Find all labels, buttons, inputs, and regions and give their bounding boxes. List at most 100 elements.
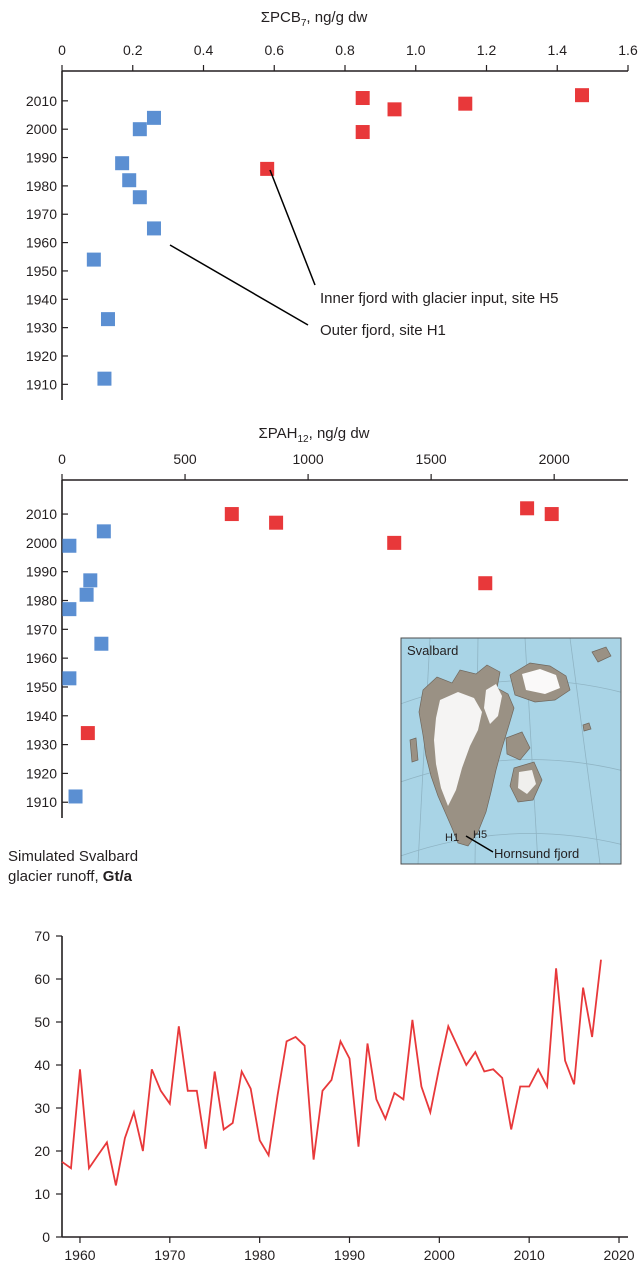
pcb-point-site-h1: [146, 110, 161, 125]
pah-point-site-h1: [94, 636, 109, 651]
map-label-h1: H1: [445, 832, 459, 844]
pah-y-tick-label: 1960: [26, 650, 57, 666]
map-ice-spitsbergen-north: [484, 684, 502, 724]
map-label-hornsund: Hornsund fjord: [494, 846, 579, 861]
pcb-x-tick-label: 1.2: [477, 42, 497, 58]
runoff-x-tick-label: 1970: [154, 1247, 185, 1263]
pcb-annotation-outer: Outer fjord, site H1: [320, 322, 446, 339]
pcb-point-site-h5: [575, 88, 590, 103]
pcb-points: [86, 88, 590, 386]
pah-point-site-h5: [544, 507, 559, 522]
pcb-leader-inner: [269, 169, 316, 286]
pah-x-tick-label: 1000: [293, 451, 324, 467]
pcb-chart: ΣPCB7, ng/g dw 0 0.2 0.4 0.6 0.8 1.0 1.2 1.4 1.6…: [26, 9, 638, 400]
pah-point-site-h5: [224, 507, 239, 522]
map-graticule-lon-4: [569, 638, 601, 864]
runoff-y-ticks: 0 10 20 30 40 50 60 70: [34, 928, 62, 1245]
pcb-y-tick-label: 1910: [26, 376, 57, 392]
pah-point-site-h1: [62, 602, 77, 617]
pcb-y-tick-label: 1980: [26, 178, 57, 194]
pcb-x-tick-label: 0: [58, 42, 66, 58]
runoff-y-tick-label: 60: [34, 971, 50, 987]
pah-x-tick-label: 0: [58, 451, 66, 467]
pcb-y-tick-label: 1990: [26, 150, 57, 166]
map-landmass: [409, 646, 612, 847]
map-frame: [400, 637, 622, 865]
runoff-y-tick-label: 0: [42, 1229, 50, 1245]
pcb-x-tick-label: 0.6: [265, 42, 285, 58]
pah-y-tick-label: 1950: [26, 679, 57, 695]
map-fjord-leader: [465, 835, 494, 853]
pcb-point-site-h1: [132, 190, 147, 205]
pcb-point-site-h1: [97, 371, 112, 386]
pcb-point-site-h1: [122, 173, 137, 188]
map-graticule-lat-2: [401, 759, 621, 783]
pah-y-tick-label: 1930: [26, 737, 57, 753]
runoff-x-tick-label: 1960: [64, 1247, 95, 1263]
map-title: Svalbard: [407, 643, 458, 658]
pah-point-site-h1: [79, 587, 94, 602]
runoff-x-ticks: 1960 1970 1980 1990 2000 2010 2020: [64, 1237, 635, 1263]
map-ice-edgeoya: [518, 770, 536, 794]
pcb-point-site-h5: [387, 102, 402, 117]
pcb-x-ticks: 0 0.2 0.4 0.6 0.8 1.0 1.2 1.4 1.6: [58, 42, 638, 71]
pcb-point-site-h5: [355, 91, 370, 106]
pcb-point-site-h5: [458, 96, 473, 111]
pcb-y-ticks: 1910 1920 1930 1940 1950 1960 1970 1980 1990 2000…: [26, 93, 68, 392]
pah-point-site-h5: [80, 726, 95, 741]
map-kvitoya: [582, 722, 592, 732]
pcb-y-tick-label: 1970: [26, 206, 57, 222]
pah-y-tick-label: 1920: [26, 765, 57, 781]
runoff-ylabel-line2: glacier runoff, Gt/a: [8, 868, 133, 885]
runoff-y-tick-label: 70: [34, 928, 50, 944]
pcb-point-site-h1: [115, 156, 130, 171]
pcb-x-tick-label: 1.6: [618, 42, 638, 58]
pah-point-site-h5: [269, 515, 284, 530]
pcb-point-site-h1: [146, 221, 161, 236]
pah-point-site-h5: [520, 501, 535, 516]
pah-y-tick-label: 2000: [26, 535, 57, 551]
svalbard-map-inset: Svalbard H1 H5 Hornsund fjord: [400, 637, 622, 865]
runoff-x-tick-label: 1990: [334, 1247, 365, 1263]
pah-point-site-h1: [62, 671, 77, 686]
runoff-ylabel-line1: Simulated Svalbard: [8, 848, 138, 865]
pah-axis-title: ΣPAH12, ng/g dw: [258, 425, 369, 445]
pcb-point-site-h1: [86, 252, 101, 267]
pah-y-tick-label: 1980: [26, 593, 57, 609]
pcb-x-tick-label: 1.0: [406, 42, 426, 58]
runoff-y-tick-label: 50: [34, 1014, 50, 1030]
pah-point-site-h1: [96, 524, 111, 539]
map-prins-karls-forland: [409, 737, 419, 763]
pah-point-site-h1: [83, 573, 98, 588]
map-kong-karls-land: [591, 646, 612, 663]
map-ice-spitsbergen: [434, 692, 482, 806]
runoff-x-tick-label: 2020: [603, 1247, 634, 1263]
runoff-x-tick-label: 2000: [424, 1247, 455, 1263]
pah-chart: ΣPAH12, ng/g dw 0 500 1000 1500 2000 1910 192…: [26, 425, 628, 818]
map-barentsoya: [505, 731, 531, 761]
pah-y-tick-label: 1910: [26, 794, 57, 810]
pah-point-site-h1: [68, 789, 83, 804]
runoff-series-line: [61, 959, 602, 1186]
runoff-y-tick-label: 30: [34, 1100, 50, 1116]
pah-y-tick-label: 2010: [26, 506, 57, 522]
pcb-y-tick-label: 1930: [26, 320, 57, 336]
runoff-y-tick-label: 10: [34, 1186, 50, 1202]
pcb-y-tick-label: 1940: [26, 291, 57, 307]
map-ice-nordaustlandet: [522, 669, 560, 694]
pah-x-tick-label: 2000: [539, 451, 570, 467]
pcb-axis-title: ΣPCB7, ng/g dw: [261, 9, 368, 29]
pcb-y-tick-label: 2000: [26, 121, 57, 137]
pcb-y-tick-label: 2010: [26, 93, 57, 109]
pah-x-ticks: 0 500 1000 1500 2000: [58, 451, 570, 480]
pah-point-site-h1: [62, 538, 77, 553]
pcb-point-site-h1: [100, 312, 115, 327]
pcb-y-tick-label: 1920: [26, 348, 57, 364]
pah-y-tick-label: 1990: [26, 564, 57, 580]
pcb-leader-outer: [169, 244, 309, 326]
runoff-y-tick-label: 40: [34, 1057, 50, 1073]
pcb-x-tick-label: 0.4: [194, 42, 214, 58]
pah-y-tick-label: 1970: [26, 621, 57, 637]
pcb-annotation-inner: Inner fjord with glacier input, site H5: [320, 290, 558, 307]
